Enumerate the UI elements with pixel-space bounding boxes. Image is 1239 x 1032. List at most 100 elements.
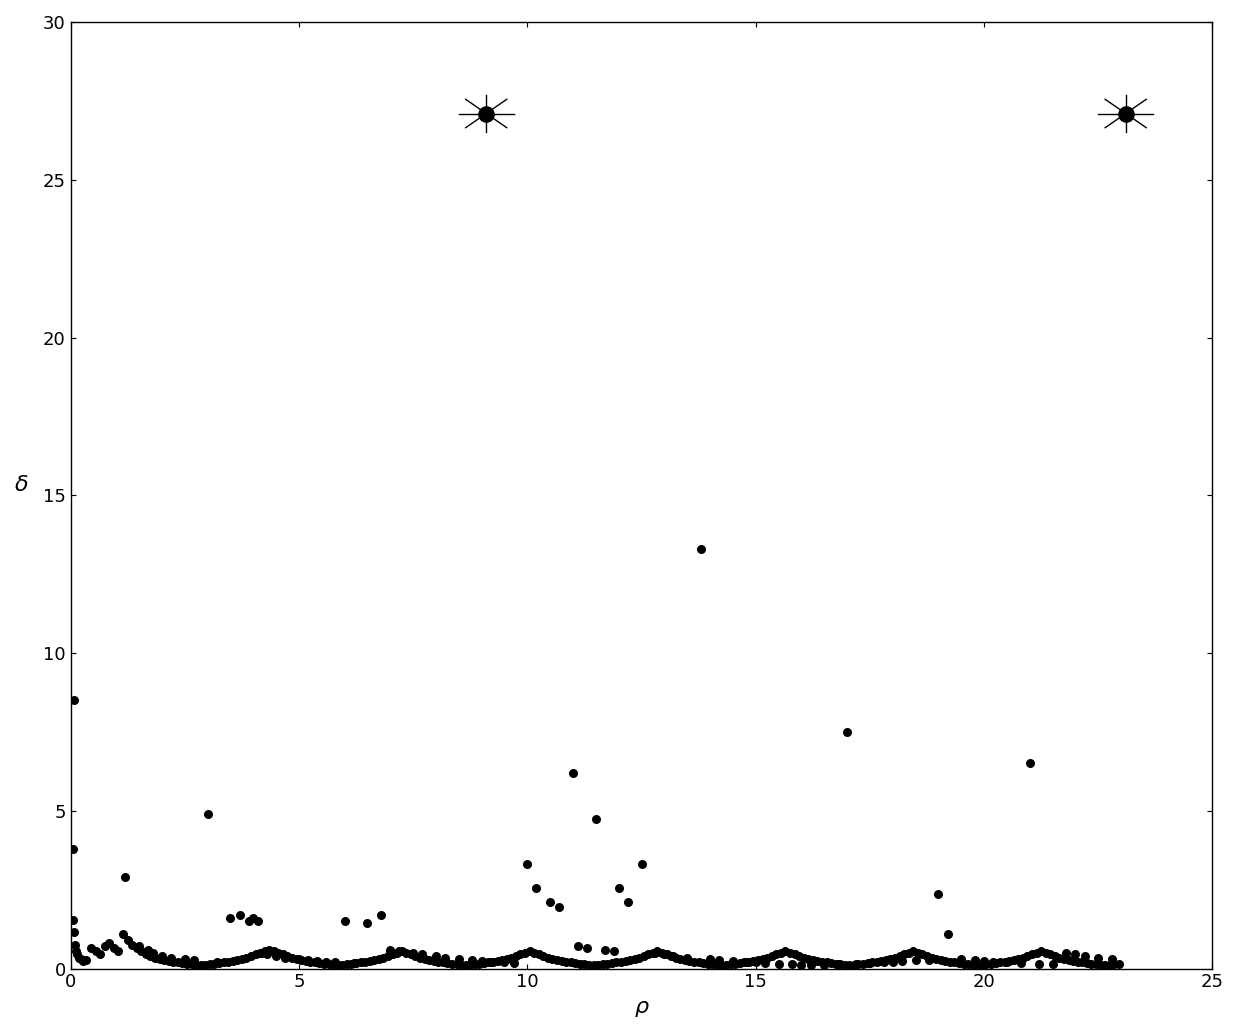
Point <box>109 943 129 960</box>
Point <box>597 956 617 972</box>
Point <box>1014 949 1033 966</box>
Point <box>944 954 964 970</box>
Point <box>935 953 955 969</box>
Point <box>435 949 455 966</box>
Point <box>71 950 90 967</box>
Point <box>954 956 974 972</box>
Point <box>748 952 768 968</box>
Point <box>63 692 83 709</box>
Point <box>154 952 173 968</box>
Point <box>703 956 722 972</box>
Point <box>1068 954 1088 970</box>
Point <box>589 957 608 973</box>
Point <box>405 947 425 964</box>
Point <box>1044 947 1064 964</box>
Point <box>213 954 233 970</box>
Point <box>867 954 887 970</box>
Point <box>885 949 904 966</box>
Point <box>862 954 882 970</box>
Point <box>746 954 766 970</box>
Point <box>142 944 162 961</box>
Point <box>515 944 535 961</box>
Point <box>691 541 711 557</box>
Point <box>755 955 774 971</box>
Point <box>584 957 603 973</box>
Point <box>808 953 828 969</box>
Point <box>906 953 926 969</box>
Point <box>638 946 658 963</box>
Point <box>538 949 558 966</box>
Point <box>711 957 731 973</box>
Point <box>413 946 432 963</box>
Point <box>196 957 216 973</box>
Point <box>577 940 597 957</box>
Point <box>595 941 615 958</box>
Point <box>895 946 914 963</box>
Point <box>476 105 496 122</box>
Point <box>643 944 663 961</box>
Point <box>657 946 676 963</box>
Point <box>835 957 855 973</box>
Point <box>183 952 203 968</box>
Point <box>456 957 476 973</box>
Point <box>510 946 530 963</box>
Point <box>1041 946 1061 963</box>
Point <box>221 910 240 927</box>
Point <box>981 956 1001 972</box>
Point <box>328 957 348 973</box>
Point <box>997 954 1017 970</box>
Point <box>716 957 736 973</box>
Point <box>159 953 178 969</box>
Point <box>229 907 249 924</box>
Point <box>369 950 389 967</box>
Point <box>968 957 987 973</box>
Point <box>66 943 85 960</box>
Point <box>876 952 896 968</box>
Point <box>930 952 950 968</box>
Point <box>698 956 717 972</box>
Point <box>337 956 357 972</box>
Point <box>1087 956 1106 972</box>
Point <box>871 953 891 969</box>
Point <box>570 956 590 972</box>
Point <box>113 926 133 942</box>
Point <box>616 953 636 969</box>
Point <box>648 943 668 960</box>
Point <box>432 954 452 970</box>
Point <box>373 949 393 966</box>
Point <box>984 954 1004 970</box>
Point <box>104 940 124 957</box>
Point <box>426 947 446 964</box>
Point <box>518 857 538 873</box>
Point <box>437 955 457 971</box>
Point <box>1109 956 1129 972</box>
Point <box>85 943 105 960</box>
Point <box>817 954 836 970</box>
Point <box>776 943 795 960</box>
Point <box>316 954 336 970</box>
Point <box>250 944 270 961</box>
Point <box>326 954 346 970</box>
Point <box>1077 955 1097 971</box>
Point <box>798 950 818 967</box>
Point <box>794 949 814 966</box>
Point <box>762 947 782 964</box>
Point <box>840 957 860 973</box>
Point <box>928 886 948 903</box>
Point <box>611 954 631 970</box>
Point <box>465 956 484 972</box>
Point <box>1082 956 1101 972</box>
Point <box>730 955 750 971</box>
Point <box>410 949 430 966</box>
Point <box>198 806 218 823</box>
Point <box>207 954 227 970</box>
Point <box>483 954 503 970</box>
Point <box>472 953 492 969</box>
Point <box>140 947 160 964</box>
Point <box>315 956 335 972</box>
Point <box>299 952 318 968</box>
Point <box>356 954 375 970</box>
Point <box>857 955 877 971</box>
Point <box>952 950 971 967</box>
Point <box>475 955 494 971</box>
